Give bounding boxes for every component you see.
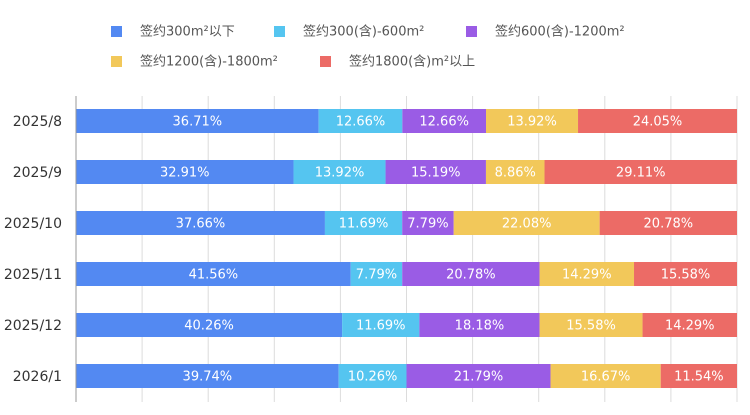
- bar-value-label: 7.79%: [407, 217, 448, 232]
- legend-label: 签约300m²以下: [140, 24, 235, 40]
- bar-value-label: 21.79%: [454, 370, 504, 385]
- legend-item[interactable]: 签约1200(含)-1800m²: [111, 54, 278, 70]
- bar-value-label: 14.29%: [562, 268, 612, 283]
- bar-row: 39.74% 10.26% 21.79% 16.67% 11.54%: [76, 364, 737, 388]
- bar-value-label: 22.08%: [502, 217, 552, 232]
- legend-swatch: [274, 26, 285, 37]
- bar-value-label: 24.05%: [633, 115, 683, 130]
- bar-value-label: 39.74%: [183, 370, 233, 385]
- bar-row: 40.26% 11.69% 18.18% 15.58% 14.29%: [76, 313, 737, 337]
- bar-value-label: 14.29%: [665, 319, 715, 334]
- legend-label: 签约300(含)-600m²: [303, 24, 424, 40]
- bar-segment[interactable]: [550, 364, 661, 388]
- bar-segment[interactable]: [402, 109, 487, 133]
- bar-segment[interactable]: [338, 364, 407, 388]
- bar-segment[interactable]: [539, 313, 643, 337]
- bar-segment[interactable]: [485, 160, 545, 184]
- legend-label: 签约1800(含)m²以上: [349, 54, 475, 70]
- legend-item[interactable]: 签约600(含)-1200m²: [466, 24, 625, 40]
- bar-value-label: 13.92%: [315, 166, 365, 181]
- bar-segment[interactable]: [578, 109, 737, 133]
- bar-value-label: 37.66%: [176, 217, 226, 232]
- legend-label: 签约1200(含)-1800m²: [140, 54, 278, 70]
- y-tick-label: 2025/10: [4, 216, 62, 232]
- y-tick-label: 2025/8: [13, 114, 62, 130]
- bar-value-label: 36.71%: [173, 115, 223, 130]
- bar-segment[interactable]: [544, 160, 737, 184]
- bar-value-label: 18.18%: [455, 319, 505, 334]
- bar-segment[interactable]: [76, 211, 325, 235]
- bar-value-label: 41.56%: [189, 268, 239, 283]
- bar-segment[interactable]: [385, 160, 486, 184]
- bar-segment[interactable]: [76, 262, 351, 286]
- y-tick-label: 2025/9: [13, 165, 62, 181]
- bar-segment[interactable]: [293, 160, 386, 184]
- bar-value-label: 29.11%: [616, 166, 666, 181]
- bar-value-label: 20.78%: [644, 217, 694, 232]
- bar-value-label: 11.69%: [356, 319, 406, 334]
- bar-row: 37.66% 11.69% 7.79% 22.08% 20.78%: [76, 211, 737, 235]
- bar-segment[interactable]: [76, 364, 339, 388]
- bar-value-label: 15.58%: [661, 268, 711, 283]
- bar-value-label: 11.54%: [674, 370, 724, 385]
- bar-segment[interactable]: [599, 211, 737, 235]
- bar-value-label: 10.26%: [348, 370, 398, 385]
- bar-segment[interactable]: [419, 313, 540, 337]
- bar-segment[interactable]: [642, 313, 737, 337]
- legend-swatch: [111, 26, 122, 37]
- bar-segment[interactable]: [324, 211, 403, 235]
- bar-segment[interactable]: [342, 313, 420, 337]
- legend-item[interactable]: 签约300(含)-600m²: [274, 24, 424, 40]
- bar-segment[interactable]: [486, 109, 579, 133]
- legend: 签约300m²以下 签约300(含)-600m² 签约600(含)-1200m² 签约…: [111, 24, 625, 70]
- bar-segment[interactable]: [660, 364, 737, 388]
- bar-value-label: 32.91%: [160, 166, 210, 181]
- bar-value-label: 12.66%: [419, 115, 469, 130]
- bar-value-label: 40.26%: [184, 319, 234, 334]
- bar-segment[interactable]: [318, 109, 403, 133]
- bar-value-label: 7.79%: [356, 268, 397, 283]
- bar-segment[interactable]: [634, 262, 737, 286]
- bar-segment[interactable]: [406, 364, 551, 388]
- bar-value-label: 15.58%: [566, 319, 616, 334]
- legend-swatch: [466, 26, 477, 37]
- bar-segment[interactable]: [539, 262, 635, 286]
- grid: [141, 96, 738, 402]
- bar-value-label: 13.92%: [507, 115, 557, 130]
- y-tick-label: 2026/1: [13, 369, 62, 385]
- bar-segment[interactable]: [350, 262, 403, 286]
- bars: 36.71% 12.66% 12.66% 13.92% 24.05% 32.91% 13.9…: [76, 109, 737, 388]
- bar-row: 32.91% 13.92% 15.19% 8.86% 29.11%: [76, 160, 737, 184]
- bar-segment[interactable]: [76, 313, 343, 337]
- legend-label: 签约600(含)-1200m²: [495, 24, 625, 40]
- bar-value-label: 8.86%: [495, 166, 536, 181]
- legend-item[interactable]: 签约300m²以下: [111, 24, 235, 40]
- bar-value-label: 11.69%: [339, 217, 389, 232]
- bar-row: 41.56% 7.79% 20.78% 14.29% 15.58%: [76, 262, 737, 286]
- bar-value-label: 20.78%: [446, 268, 496, 283]
- bar-segment[interactable]: [402, 262, 540, 286]
- legend-swatch: [320, 56, 331, 67]
- bar-value-label: 16.67%: [581, 370, 631, 385]
- bar-segment[interactable]: [76, 160, 294, 184]
- y-axis-ticks: 2025/8 2025/9 2025/10 2025/11 2025/12 2026/1: [4, 114, 62, 385]
- bar-value-label: 12.66%: [336, 115, 386, 130]
- bar-value-label: 15.19%: [411, 166, 461, 181]
- bar-segment[interactable]: [453, 211, 600, 235]
- y-tick-label: 2025/12: [4, 318, 62, 334]
- bar-row: 36.71% 12.66% 12.66% 13.92% 24.05%: [76, 109, 737, 133]
- y-tick-label: 2025/11: [4, 267, 62, 283]
- legend-swatch: [111, 56, 122, 67]
- bar-segment[interactable]: [76, 109, 319, 133]
- legend-item[interactable]: 签约1800(含)m²以上: [320, 54, 475, 70]
- bar-segment[interactable]: [402, 211, 454, 235]
